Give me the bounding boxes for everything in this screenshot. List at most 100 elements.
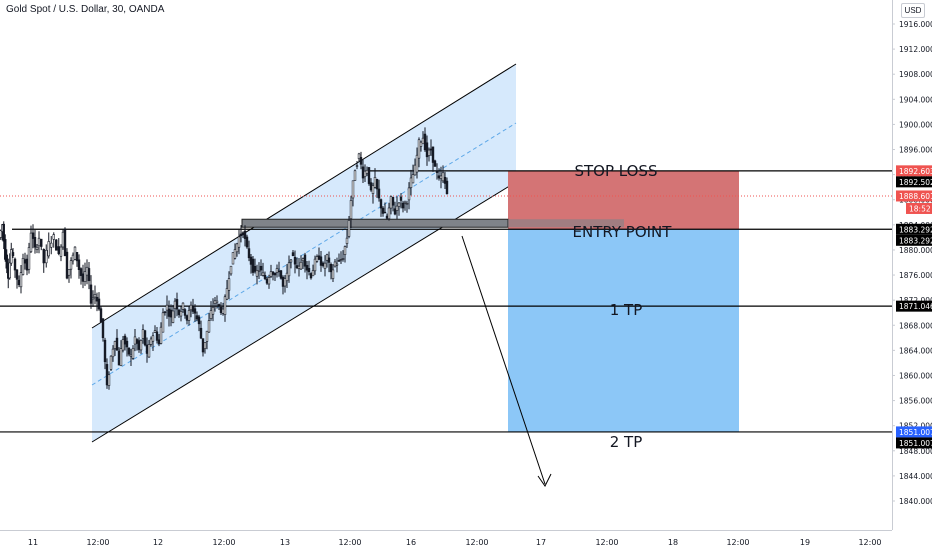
price-label-tp1[interactable] (896, 300, 932, 312)
candle-body (291, 252, 295, 257)
time-tick-label: 12:00 (465, 538, 488, 547)
candle-body (155, 331, 159, 341)
candle-body (153, 330, 157, 333)
price-label-stop-text: 1892.603 (899, 167, 932, 176)
candle-body (113, 341, 117, 349)
candle-body (95, 296, 99, 302)
candle-body (115, 337, 119, 351)
candle-body (265, 278, 269, 284)
candle-body (129, 354, 133, 357)
candle-body (147, 344, 151, 358)
candle-body (441, 172, 445, 182)
candle-body (229, 265, 233, 275)
candle-body (69, 260, 73, 270)
time-tick-label: 12:00 (86, 538, 109, 547)
price-label-e2[interactable] (896, 234, 932, 246)
price-tick-label: 1908.000 (899, 70, 932, 79)
price-label-stop[interactable] (896, 165, 932, 177)
candle-body (307, 268, 311, 273)
price-label-e2-text: 1883.292 (899, 236, 932, 245)
price-label-last-text: 1888.601 (899, 192, 932, 201)
candle-body (347, 220, 351, 237)
candle-body (163, 311, 167, 313)
candle-body (333, 261, 337, 267)
price-scale[interactable] (892, 0, 932, 550)
candle-body (387, 207, 391, 220)
candle-body (4, 239, 7, 260)
price-tick-label: 1868.000 (899, 321, 932, 330)
candle-body (45, 249, 48, 264)
price-label-tp2b[interactable] (896, 437, 932, 449)
candle-body (139, 340, 143, 351)
candle-body (149, 338, 153, 345)
candle-body (127, 347, 131, 355)
candle-body (437, 175, 441, 179)
candle-body (119, 348, 123, 367)
candle-body (151, 335, 155, 342)
candle-body (323, 262, 327, 270)
candle-body (273, 272, 277, 276)
candle-body (223, 296, 227, 315)
candle-body (167, 308, 171, 317)
price-label-tp1-text: 1871.046 (899, 302, 932, 311)
candle-body (259, 265, 263, 271)
candle-body (213, 300, 217, 304)
time-tick-label: 19 (800, 538, 810, 547)
candle-body (59, 246, 63, 257)
candle-body (263, 274, 267, 279)
candle-body (303, 254, 307, 267)
candle-body (379, 199, 383, 209)
candle-body (50, 242, 53, 248)
candle-body (335, 263, 339, 266)
candle-body (371, 185, 375, 194)
candle-body (101, 318, 105, 339)
price-label-tp2b-text: 1851.007 (899, 439, 932, 448)
price-label-s1-text: 1892.502 (899, 178, 932, 187)
candle-body (413, 164, 417, 176)
candle-body (207, 320, 211, 333)
candle-body (301, 258, 305, 262)
candle-body (355, 165, 359, 167)
projection-arrow-line[interactable] (461, 235, 546, 485)
price-label-e1[interactable] (896, 223, 932, 235)
candle-body (359, 157, 363, 165)
currency-button[interactable]: USD (901, 3, 925, 18)
candle-body (391, 196, 395, 206)
candle-body (297, 265, 301, 269)
candle-body (233, 249, 237, 259)
candle-body (173, 300, 177, 309)
candle-body (377, 188, 381, 199)
candle-body (65, 251, 69, 279)
candle-body (367, 167, 371, 184)
candle-body (217, 304, 221, 306)
candle-body (219, 307, 223, 313)
candle-body (121, 339, 125, 351)
candle-body (423, 133, 427, 151)
candle-body (91, 297, 95, 300)
countdown-text: 18:52 (909, 204, 931, 213)
candle-body (125, 340, 129, 348)
channel-midline (91, 122, 517, 386)
candle-body (421, 137, 425, 145)
price-tick-label: 1860.000 (899, 371, 932, 380)
candle-body (337, 260, 341, 262)
candle-body (29, 232, 33, 253)
candle-body (271, 271, 275, 275)
price-label-s1[interactable] (896, 176, 932, 188)
candle-body (395, 205, 399, 211)
time-tick-label: 17 (536, 538, 546, 547)
candle-body (353, 170, 357, 181)
time-tick-label: 11 (28, 538, 38, 547)
candle-body (339, 259, 343, 261)
candle-body (73, 246, 77, 260)
price-label-tp2a[interactable] (896, 426, 932, 438)
target-zone[interactable] (508, 229, 739, 432)
candle-body (227, 278, 231, 291)
candle-body (309, 273, 313, 279)
entry-zone-bar[interactable] (241, 218, 509, 228)
candle-body (171, 310, 175, 323)
price-label-last[interactable] (896, 190, 932, 202)
candle-body (373, 176, 377, 188)
time-tick-label: 12:00 (595, 538, 618, 547)
